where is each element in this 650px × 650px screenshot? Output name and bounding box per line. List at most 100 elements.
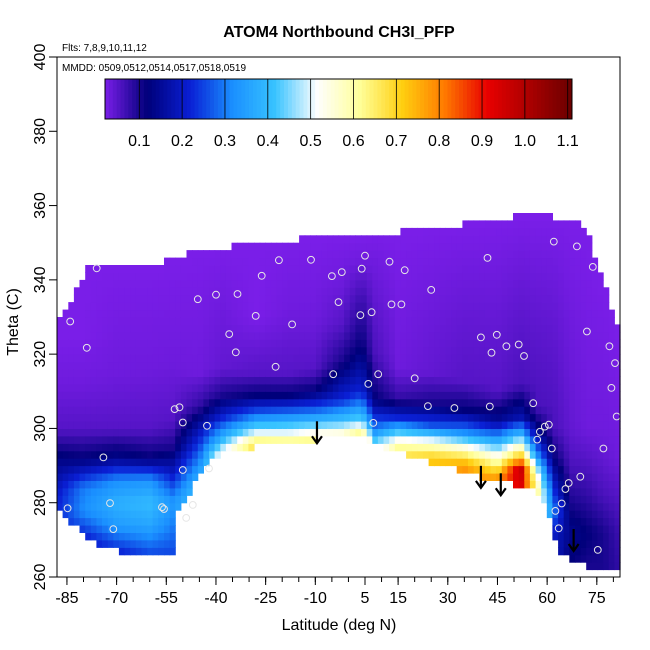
field-cell [614,532,621,541]
field-cell [79,517,86,526]
field-cell [118,473,126,481]
field-cell [535,324,542,333]
field-cell [389,421,396,429]
field-cell [96,532,103,541]
field-cell [451,242,458,251]
field-cell [107,428,114,437]
field-cell [135,539,142,548]
field-cell [259,294,266,303]
field-cell [563,421,570,429]
field-cell [254,361,261,370]
field-cell [591,272,599,281]
field-cell [473,257,480,266]
field-cell [113,354,120,363]
field-cell [541,220,548,229]
field-cell [608,361,615,370]
field-cell [591,369,599,377]
field-cell [141,361,148,370]
field-cell [113,339,120,348]
field-cell [164,413,171,422]
field-cell [439,354,446,363]
field-cell [276,257,283,266]
field-cell [316,250,323,259]
field-cell [372,383,379,392]
field-cell [197,279,204,288]
field-cell [428,317,435,325]
field-cell [541,398,548,407]
field-cell [57,354,64,363]
field-cell [124,369,131,377]
field-cell [169,495,176,504]
field-cell [496,458,503,467]
field-cell [62,487,69,496]
sample-point [63,504,72,513]
field-cell [445,383,452,392]
field-cell [580,257,587,266]
field-cell [428,435,435,444]
field-cell [135,346,142,355]
field-cell [282,242,289,251]
field-cell [62,450,69,459]
field-cell [276,369,283,377]
field-cell [293,421,300,429]
field-cell [518,324,525,333]
field-cell [558,265,565,273]
field-cell [287,435,294,444]
field-cell [546,220,553,229]
field-cell [473,227,480,236]
field-cell [310,272,317,281]
field-cell [130,265,137,273]
field-cell [231,421,238,429]
colorbar-segment [206,79,211,119]
field-cell [462,257,469,266]
field-cell [254,339,261,348]
field-cell [558,480,565,489]
field-cell [552,473,559,481]
field-cell [147,391,154,400]
field-cell [513,383,520,392]
field-cell [490,279,497,288]
field-cell [496,317,503,325]
field-cell [490,465,497,474]
field-cell [85,502,92,511]
field-cell [152,450,159,459]
field-cell [513,473,520,481]
field-cell [496,227,503,236]
field-cell [79,487,86,496]
field-cell [372,302,379,311]
field-cell [563,369,570,377]
field-cell [603,458,610,467]
field-cell [287,250,294,259]
field-cell [79,302,86,311]
field-cell [62,502,69,511]
field-cell [304,391,311,400]
field-cell [377,346,385,355]
field-cell [541,376,548,385]
field-cell [118,517,126,526]
field-cell [248,279,255,288]
field-cell [535,406,542,415]
field-cell [580,361,587,370]
sample-point [175,403,184,412]
field-cell [479,309,486,318]
field-cell [175,376,182,385]
field-cell [434,227,441,236]
field-cell [541,265,548,273]
colorbar-segment [447,79,452,119]
field-cell [541,428,548,437]
field-cell [225,413,233,422]
field-cell [569,532,576,541]
field-cell [135,450,142,459]
field-cell [603,539,610,548]
field-cell [569,242,576,251]
field-cell [501,361,508,370]
field-cell [242,294,249,303]
field-cell [417,398,424,407]
field-cell [175,458,182,467]
field-cell [141,346,148,355]
field-cell [366,242,373,251]
field-cell [563,383,570,392]
field-cell [130,369,137,377]
field-cell [608,398,615,407]
field-cell [400,435,407,444]
